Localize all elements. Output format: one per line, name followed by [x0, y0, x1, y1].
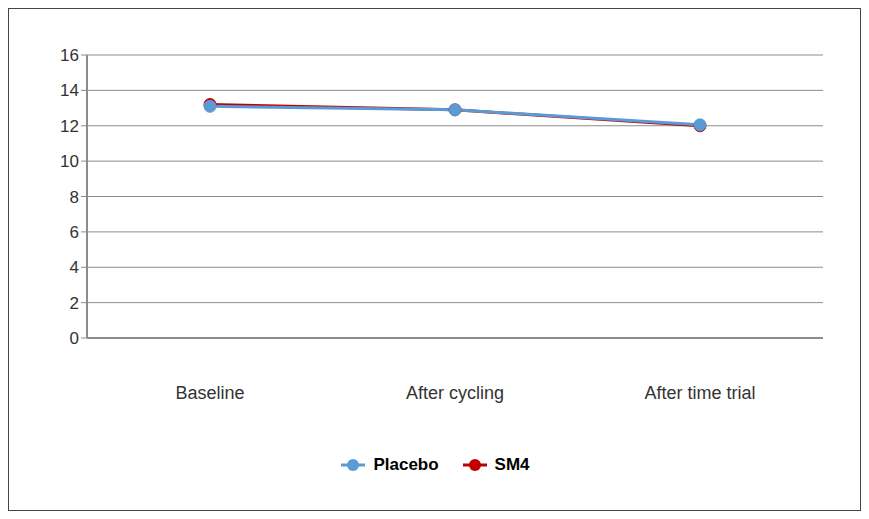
svg-text:2: 2 [70, 294, 79, 313]
svg-text:Baseline: Baseline [175, 383, 244, 403]
svg-text:12: 12 [60, 117, 79, 136]
svg-text:0: 0 [70, 329, 79, 348]
svg-text:14: 14 [60, 81, 79, 100]
svg-text:8: 8 [70, 188, 79, 207]
svg-text:6: 6 [70, 223, 79, 242]
html-text:SM4: SM4 [494, 455, 530, 474]
svg-text:10: 10 [60, 152, 79, 171]
svg-text:16: 16 [60, 46, 79, 65]
svg-text:After time trial: After time trial [644, 383, 755, 403]
html-text:Placebo: Placebo [373, 455, 439, 474]
svg-text:After cycling: After cycling [406, 383, 504, 403]
svg-text:4: 4 [70, 258, 79, 277]
